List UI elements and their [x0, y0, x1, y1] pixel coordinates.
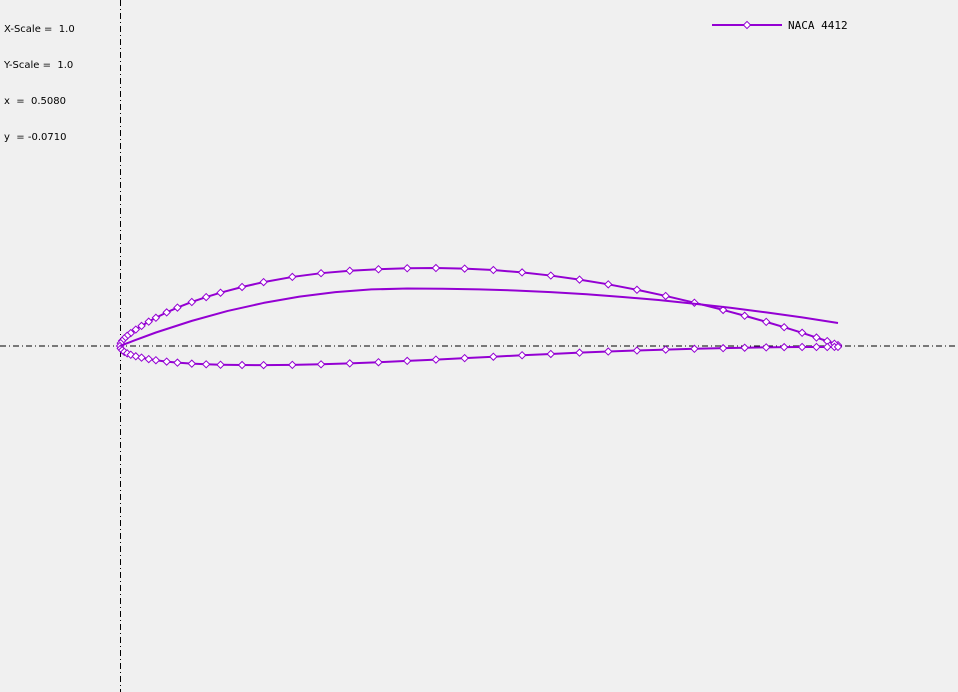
legend-marker: [742, 20, 752, 30]
data-point-marker: [187, 359, 197, 368]
data-point-marker: [201, 292, 211, 302]
data-point-marker: [761, 343, 771, 352]
data-point-marker: [833, 342, 843, 352]
data-point-marker: [661, 291, 670, 301]
data-point-marker: [402, 263, 412, 273]
legend: [712, 20, 782, 30]
data-point-marker: [779, 342, 789, 352]
data-point-marker: [603, 347, 613, 356]
data-point-marker: [345, 266, 355, 275]
data-point-marker: [822, 342, 832, 352]
data-point-marker: [162, 308, 171, 317]
data-point-marker: [460, 264, 469, 273]
series-layer: [115, 263, 843, 370]
data-point-marker: [718, 343, 728, 353]
x-scale-row: X-Scale = 1.0: [4, 24, 75, 35]
data-point-marker: [431, 355, 441, 364]
data-point-marker: [151, 355, 161, 365]
data-point-marker: [259, 277, 268, 287]
data-point-marker: [718, 305, 728, 315]
legend-label: NACA 4412: [788, 19, 848, 32]
data-point-marker: [632, 346, 642, 355]
data-point-marker: [812, 342, 821, 352]
x-coord-label: x: [4, 96, 10, 107]
data-point-marker: [137, 321, 146, 331]
data-point-marker: [575, 348, 584, 357]
data-point-marker: [402, 356, 412, 366]
data-point-marker: [489, 265, 498, 275]
data-point-marker: [517, 351, 527, 360]
data-point-marker: [131, 325, 141, 334]
airfoil-contour-line: [119, 267, 839, 367]
data-point-marker: [151, 313, 161, 323]
data-point-marker: [144, 354, 153, 364]
data-point-marker: [162, 357, 171, 366]
data-point-marker: [131, 352, 141, 361]
data-point-marker: [740, 311, 749, 321]
data-point-marker: [216, 360, 225, 369]
data-point-marker: [187, 297, 197, 307]
data-point-marker: [345, 359, 355, 368]
data-point-marker: [603, 280, 613, 289]
data-point-marker: [690, 344, 699, 354]
data-point-marker: [632, 285, 642, 295]
y-scale-label: Y-Scale: [4, 60, 40, 71]
data-point-marker: [546, 271, 556, 280]
data-point-marker: [761, 317, 771, 327]
data-point-marker: [173, 358, 182, 367]
data-point-marker: [661, 345, 670, 354]
y-coord-row: y = -0.0710: [4, 132, 67, 143]
data-point-marker: [288, 360, 297, 370]
y-coord-label: y: [4, 132, 10, 143]
data-point-marker: [237, 282, 247, 292]
data-point-marker: [374, 265, 383, 274]
data-point-marker: [201, 360, 211, 369]
data-point-marker: [216, 288, 225, 297]
data-point-marker: [517, 268, 527, 277]
mean-camber-line-line: [119, 287, 839, 347]
data-point-marker: [779, 322, 789, 332]
x-scale-value: 1.0: [58, 24, 75, 35]
data-point-marker: [812, 333, 821, 342]
data-point-marker: [374, 357, 383, 367]
data-point-marker: [797, 342, 807, 352]
data-point-marker: [144, 317, 153, 326]
scale-readout: X-Scale = 1.0 Y-Scale = 1.0 x = 0.5080 y…: [4, 0, 75, 168]
data-point-marker: [489, 352, 498, 361]
y-coord-value: -0.0710: [27, 132, 67, 143]
data-point-marker: [575, 275, 584, 284]
data-point-marker: [431, 263, 441, 273]
data-point-marker: [822, 336, 832, 346]
y-scale-value: 1.0: [57, 60, 74, 71]
data-point-marker: [460, 353, 469, 363]
data-point-marker: [288, 272, 297, 282]
data-point-marker: [316, 360, 326, 369]
data-point-marker: [237, 360, 247, 370]
data-point-marker: [173, 303, 182, 312]
data-point-marker: [797, 328, 807, 338]
data-point-marker: [740, 343, 749, 352]
data-point-marker: [546, 349, 556, 359]
data-point-marker: [137, 353, 146, 362]
x-coord-row: x = 0.5080: [4, 96, 67, 107]
x-coord-value: 0.5080: [31, 96, 67, 107]
x-scale-label: X-Scale: [4, 24, 41, 35]
y-scale-row: Y-Scale = 1.0: [4, 60, 74, 71]
data-point-marker: [316, 268, 326, 278]
data-point-marker: [259, 360, 268, 370]
